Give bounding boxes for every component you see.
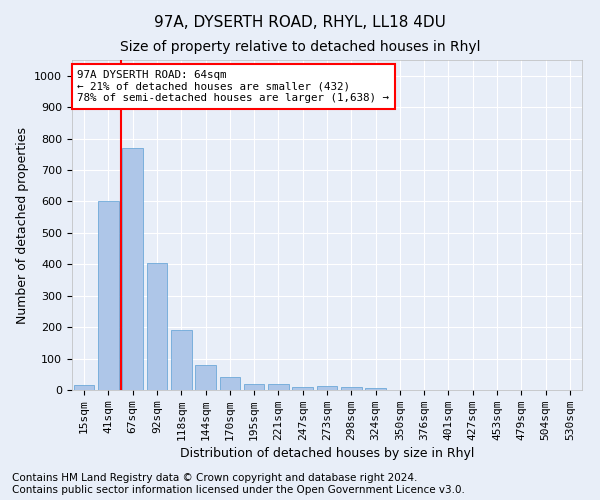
Bar — [74, 386, 94, 390]
Bar — [98, 202, 119, 390]
X-axis label: Distribution of detached houses by size in Rhyl: Distribution of detached houses by size … — [180, 447, 474, 460]
Bar — [317, 386, 337, 390]
Text: 97A DYSERTH ROAD: 64sqm
← 21% of detached houses are smaller (432)
78% of semi-d: 97A DYSERTH ROAD: 64sqm ← 21% of detache… — [77, 70, 389, 103]
Bar — [220, 378, 240, 390]
Text: Size of property relative to detached houses in Rhyl: Size of property relative to detached ho… — [120, 40, 480, 54]
Y-axis label: Number of detached properties: Number of detached properties — [16, 126, 29, 324]
Bar — [171, 330, 191, 390]
Text: Contains HM Land Registry data © Crown copyright and database right 2024.
Contai: Contains HM Land Registry data © Crown c… — [12, 474, 465, 495]
Text: 97A, DYSERTH ROAD, RHYL, LL18 4DU: 97A, DYSERTH ROAD, RHYL, LL18 4DU — [154, 15, 446, 30]
Bar — [341, 387, 362, 390]
Bar — [195, 366, 216, 390]
Bar — [146, 262, 167, 390]
Bar — [292, 387, 313, 390]
Bar — [365, 388, 386, 390]
Bar — [122, 148, 143, 390]
Bar — [244, 384, 265, 390]
Bar — [268, 384, 289, 390]
